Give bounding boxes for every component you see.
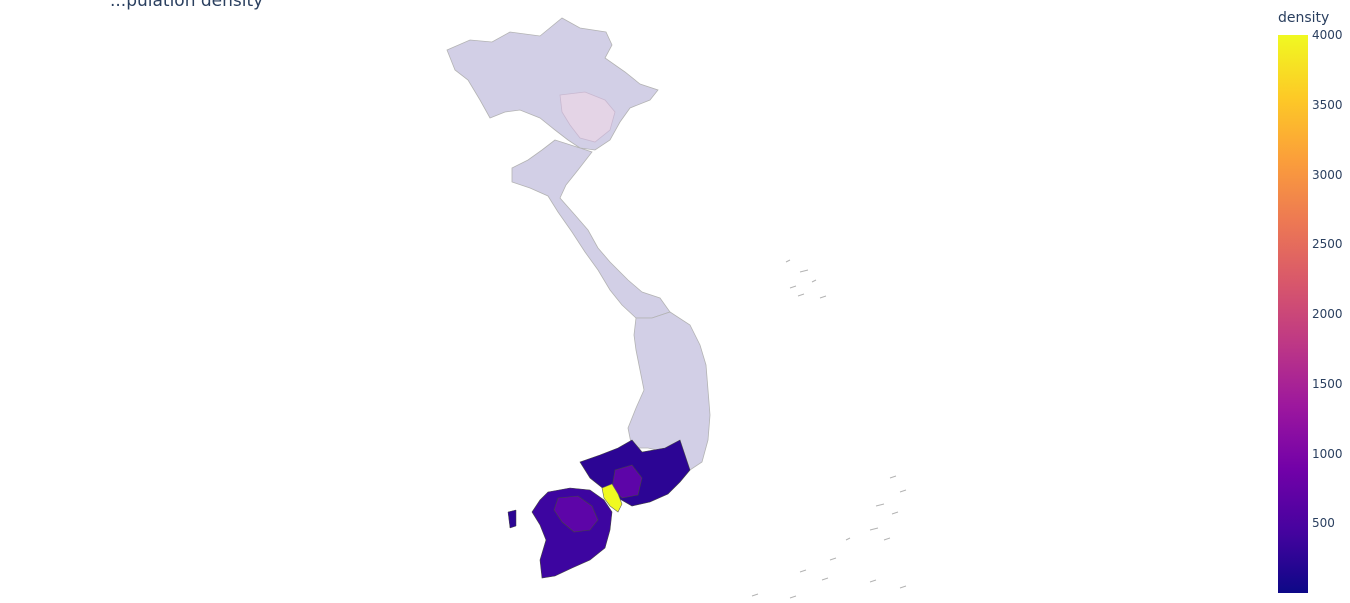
colorbar-tick-label: 3000	[1312, 167, 1343, 182]
region-ho-chi-minh-city[interactable]	[601, 483, 623, 513]
region-mekong-inner[interactable]	[553, 495, 599, 533]
colorbar-tick-label: 2000	[1312, 307, 1343, 321]
colorbar-tick-label: 1500	[1312, 376, 1343, 391]
colorbar	[1278, 35, 1308, 593]
region-north[interactable]	[446, 17, 659, 151]
colorbar-tick-label: 4000	[1312, 28, 1343, 42]
colorbar-tick-label: 1000	[1312, 446, 1343, 461]
spratly-islands	[751, 475, 907, 599]
colorbar-tick-label: 3500	[1312, 97, 1343, 112]
paracel-islands	[785, 259, 827, 299]
colorbar-tick-label: 500	[1312, 516, 1335, 531]
region-red-river-delta[interactable]	[559, 91, 616, 143]
page-title: ...pulation density	[110, 0, 264, 11]
region-phu-quoc[interactable]	[507, 509, 517, 529]
colorbar-title: density	[1278, 10, 1330, 26]
colorbar-tick-label: 2500	[1312, 237, 1343, 252]
region-north-central[interactable]	[511, 139, 671, 319]
